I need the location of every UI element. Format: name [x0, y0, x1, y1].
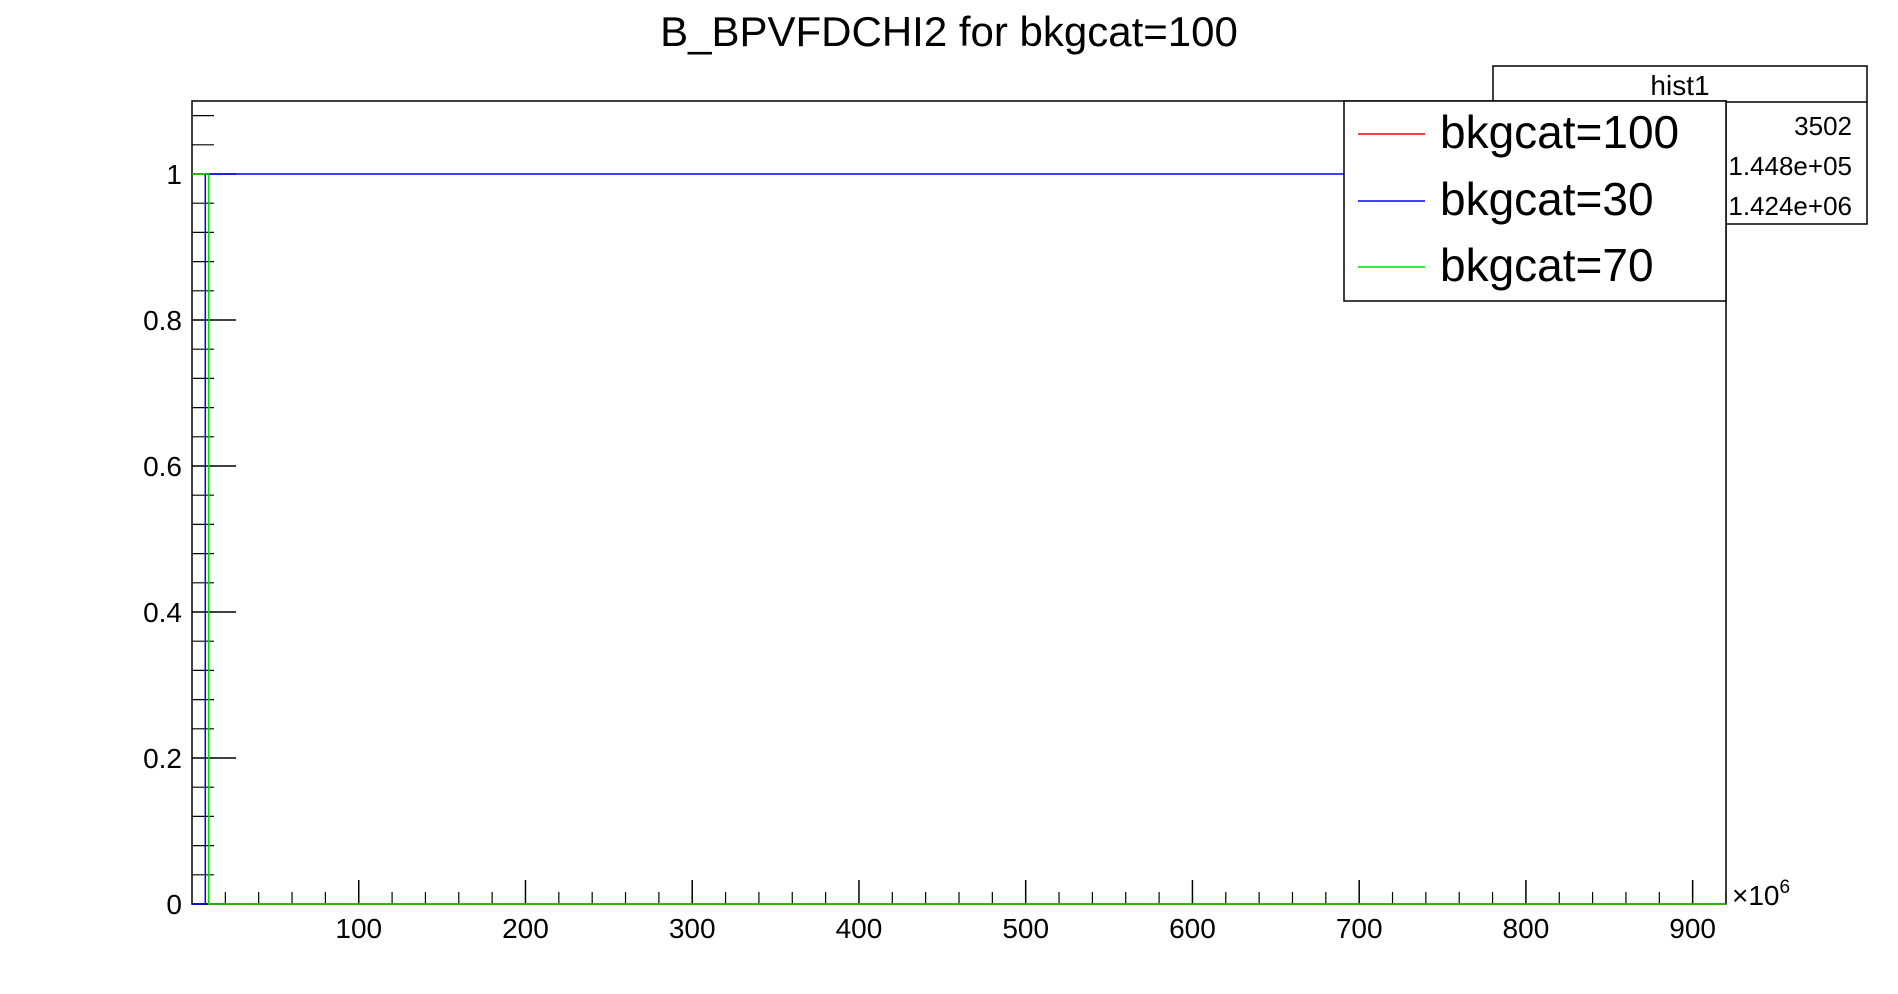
y-tick-label: 0.8 [143, 305, 182, 336]
x-tick-label: 400 [836, 913, 883, 944]
x-tick-label: 900 [1669, 913, 1716, 944]
x-tick-label: 500 [1002, 913, 1049, 944]
x-tick-label: 800 [1503, 913, 1550, 944]
series-line-bkgcat-70 [192, 173, 1726, 905]
legend-label-bkgcat-100: bkgcat=100 [1440, 106, 1679, 158]
x-tick-label: 100 [335, 913, 382, 944]
stats-mean: 1.448e+05 [1728, 151, 1852, 181]
legend: bkgcat=100 bkgcat=30 bkgcat=70 [1343, 100, 1727, 302]
y-tick-label: 0.6 [143, 451, 182, 482]
y-tick-label: 0.4 [143, 597, 182, 628]
stats-stddev: 1.424e+06 [1728, 191, 1852, 221]
stats-title: hist1 [1650, 70, 1709, 101]
y-tick-label: 1 [166, 159, 182, 190]
stats-entries: 3502 [1794, 111, 1852, 141]
y-axis: 0 0.2 0.4 0.6 0.8 1 [143, 114, 236, 920]
x-axis-multiplier: ×106 [1732, 877, 1790, 911]
x-tick-label: 600 [1169, 913, 1216, 944]
y-tick-label: 0.2 [143, 743, 182, 774]
series-layer [192, 173, 1726, 905]
legend-label-bkgcat-70: bkgcat=70 [1440, 239, 1654, 291]
x-axis-multiplier-base: ×10 [1732, 880, 1780, 911]
x-tick-label: 700 [1336, 913, 1383, 944]
x-tick-label: 200 [502, 913, 549, 944]
x-axis-multiplier-exponent: 6 [1780, 877, 1791, 898]
chart-title: B_BPVFDCHI2 for bkgcat=100 [660, 8, 1238, 55]
y-tick-label: 0 [166, 889, 182, 920]
series-line-bkgcat-30 [192, 173, 1726, 905]
x-tick-label: 300 [669, 913, 716, 944]
legend-label-bkgcat-30: bkgcat=30 [1440, 173, 1654, 225]
x-axis: 100 200 300 400 500 600 700 800 900 [224, 880, 1727, 944]
